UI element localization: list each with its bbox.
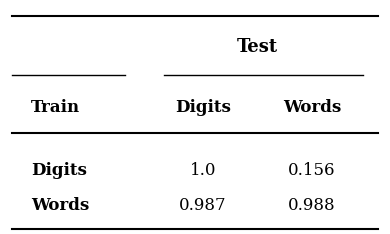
Text: Test: Test xyxy=(237,38,278,56)
Text: 1.0: 1.0 xyxy=(190,162,216,179)
Text: Train: Train xyxy=(31,99,80,116)
Text: Digits: Digits xyxy=(31,162,87,179)
Text: Digits: Digits xyxy=(175,99,231,116)
Text: Words: Words xyxy=(31,197,89,214)
Text: 0.988: 0.988 xyxy=(288,197,336,214)
Text: 0.987: 0.987 xyxy=(179,197,227,214)
Text: Words: Words xyxy=(283,99,341,116)
Text: 0.156: 0.156 xyxy=(288,162,336,179)
